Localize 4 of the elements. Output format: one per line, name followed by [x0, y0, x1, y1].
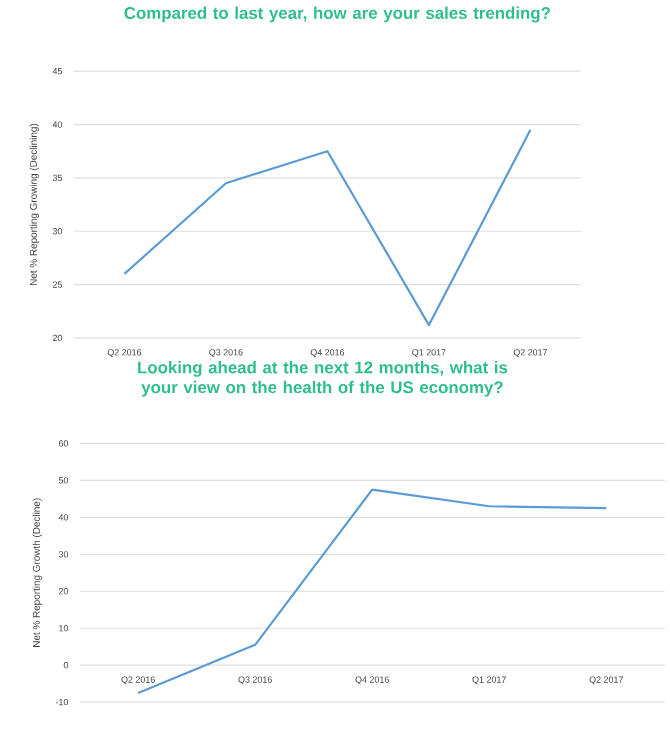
- chart-title: Compared to last year, how are your sales trending?: [124, 6, 550, 23]
- chart-title: Looking ahead at the next 12 months, what is your view on the health of the US economy?: [137, 361, 507, 397]
- line-series: [136, 488, 607, 694]
- line-series: [122, 128, 532, 327]
